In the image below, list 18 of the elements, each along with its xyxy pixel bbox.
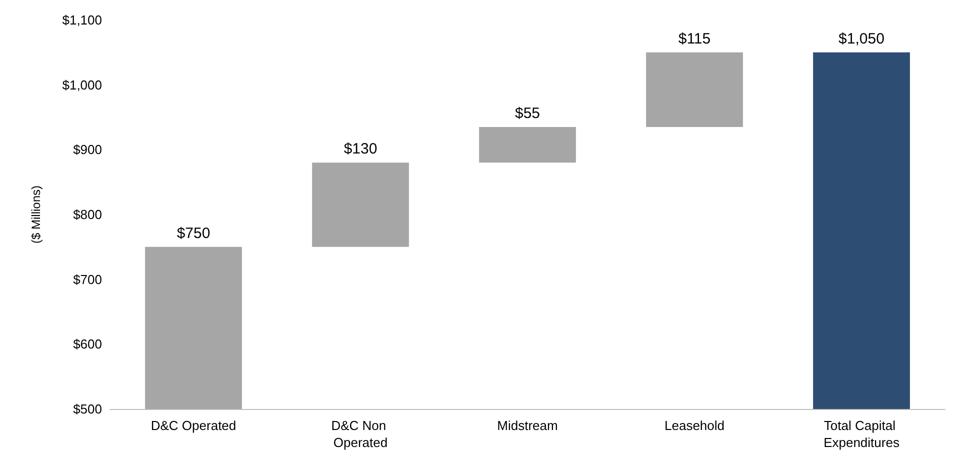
y-tick-label: $500 (73, 402, 102, 416)
y-axis-title: ($ Millions) (29, 185, 43, 244)
y-tick-label: $1,000 (62, 77, 102, 92)
data-label: $1,050 (838, 30, 884, 48)
data-label: $55 (514, 104, 540, 122)
y-tick-label: $700 (73, 272, 102, 287)
y-tick-label: $900 (73, 142, 102, 158)
x-tick-label: Leasehold (664, 418, 724, 433)
x-tick-label: D&C Operated (150, 418, 236, 433)
data-label: $750 (176, 224, 210, 242)
data-label: $115 (678, 30, 711, 48)
x-tick-label: Midstream (497, 418, 558, 433)
x-tick-label: Total Capital Expenditures (824, 418, 900, 450)
y-tick-label: $800 (73, 207, 102, 222)
x-tick-label: D&C Non Operated (331, 418, 390, 450)
y-tick-label: $1,100 (62, 12, 102, 28)
y-tick-label: $600 (73, 336, 102, 352)
data-label: $130 (344, 140, 378, 158)
